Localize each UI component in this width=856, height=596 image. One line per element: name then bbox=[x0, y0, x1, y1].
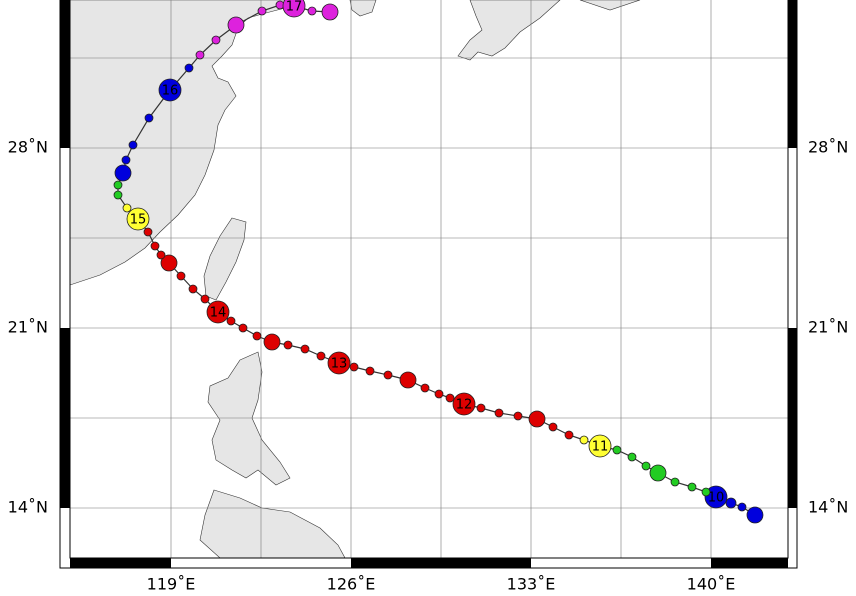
frame-bar bbox=[788, 0, 797, 148]
track-point bbox=[128, 140, 138, 150]
track-point bbox=[300, 344, 310, 354]
track-point bbox=[321, 3, 339, 21]
lon-label: 133˚E bbox=[507, 575, 556, 594]
day-label: 16 bbox=[162, 84, 179, 99]
track-point bbox=[184, 63, 194, 73]
track-point bbox=[579, 435, 589, 445]
track-point bbox=[564, 430, 574, 440]
track-point bbox=[383, 370, 393, 380]
day-label: 13 bbox=[331, 357, 348, 372]
track-point bbox=[349, 362, 359, 372]
track-point bbox=[641, 461, 651, 471]
day-label: 12 bbox=[456, 398, 473, 413]
lat-label: 28˚N bbox=[8, 138, 48, 157]
track-point bbox=[445, 393, 455, 403]
track-point bbox=[144, 113, 154, 123]
track-point bbox=[399, 371, 417, 389]
track-point bbox=[327, 351, 351, 375]
track-point bbox=[588, 434, 612, 458]
track-point bbox=[746, 506, 764, 524]
frame-bar bbox=[70, 558, 171, 568]
frame-bar bbox=[60, 328, 70, 508]
lat-label: 14˚N bbox=[8, 498, 48, 517]
visayas bbox=[199, 489, 346, 559]
track-points: 10 11 12 13 14 15 16 17 bbox=[113, 0, 764, 524]
track-point bbox=[122, 203, 132, 213]
lat-label: 28˚N bbox=[808, 138, 848, 157]
lat-label: 14˚N bbox=[808, 498, 848, 517]
track-point bbox=[160, 254, 178, 272]
track-point bbox=[156, 250, 166, 260]
luzon bbox=[207, 351, 291, 486]
track-point bbox=[206, 300, 230, 324]
frame-bar bbox=[351, 558, 531, 568]
track-point bbox=[282, 0, 306, 18]
track-point bbox=[200, 294, 210, 304]
track-point bbox=[316, 351, 326, 361]
track-point bbox=[420, 383, 430, 393]
track-point bbox=[612, 445, 622, 455]
track-point bbox=[114, 164, 132, 182]
track-point bbox=[528, 410, 546, 428]
track-point bbox=[263, 333, 281, 351]
track-point bbox=[649, 464, 667, 482]
track-point bbox=[126, 207, 150, 231]
lon-label: 140˚E bbox=[687, 575, 736, 594]
day-label: 14 bbox=[210, 306, 227, 321]
land bbox=[69, 0, 641, 559]
lat-label: 21˚N bbox=[808, 318, 848, 337]
track-point bbox=[211, 35, 221, 45]
track-point bbox=[150, 241, 160, 251]
track-point bbox=[113, 180, 123, 190]
track-point bbox=[476, 403, 486, 413]
track-point bbox=[434, 389, 444, 399]
track-point bbox=[195, 50, 205, 60]
track-point bbox=[704, 485, 728, 509]
track-point bbox=[227, 16, 245, 34]
taiwan bbox=[203, 217, 247, 301]
lon-label: 119˚E bbox=[147, 575, 196, 594]
japan bbox=[457, 0, 641, 61]
day-label: 11 bbox=[592, 440, 609, 455]
track-point bbox=[121, 155, 131, 165]
track-point bbox=[252, 331, 262, 341]
frame-bar bbox=[788, 328, 797, 508]
track-point bbox=[725, 497, 737, 509]
track-point bbox=[670, 477, 680, 487]
frame-bar bbox=[711, 558, 788, 568]
track-point bbox=[226, 316, 236, 326]
track-point bbox=[701, 487, 711, 497]
day-label: 10 bbox=[708, 491, 725, 506]
track-point bbox=[307, 6, 317, 16]
lat-label: 21˚N bbox=[8, 318, 48, 337]
track-point bbox=[143, 227, 153, 237]
track-point bbox=[737, 502, 747, 512]
day-label: 15 bbox=[130, 213, 147, 228]
track-point bbox=[188, 284, 198, 294]
frame-bar bbox=[60, 0, 70, 148]
track-point bbox=[452, 392, 476, 416]
lon-label: 126˚E bbox=[327, 575, 376, 594]
track-point bbox=[365, 366, 375, 376]
track-point bbox=[283, 340, 293, 350]
track-point bbox=[548, 422, 558, 432]
korea-tip bbox=[349, 0, 377, 17]
track-point bbox=[176, 271, 186, 281]
track-point bbox=[513, 411, 523, 421]
day-label: 17 bbox=[286, 0, 303, 15]
track-point bbox=[627, 452, 637, 462]
track-point bbox=[158, 78, 182, 102]
map-frame bbox=[59, 0, 798, 569]
track-point bbox=[113, 190, 123, 200]
track-point bbox=[494, 408, 504, 418]
track-point bbox=[687, 482, 697, 492]
track-point bbox=[238, 323, 248, 333]
track-point bbox=[257, 6, 267, 16]
